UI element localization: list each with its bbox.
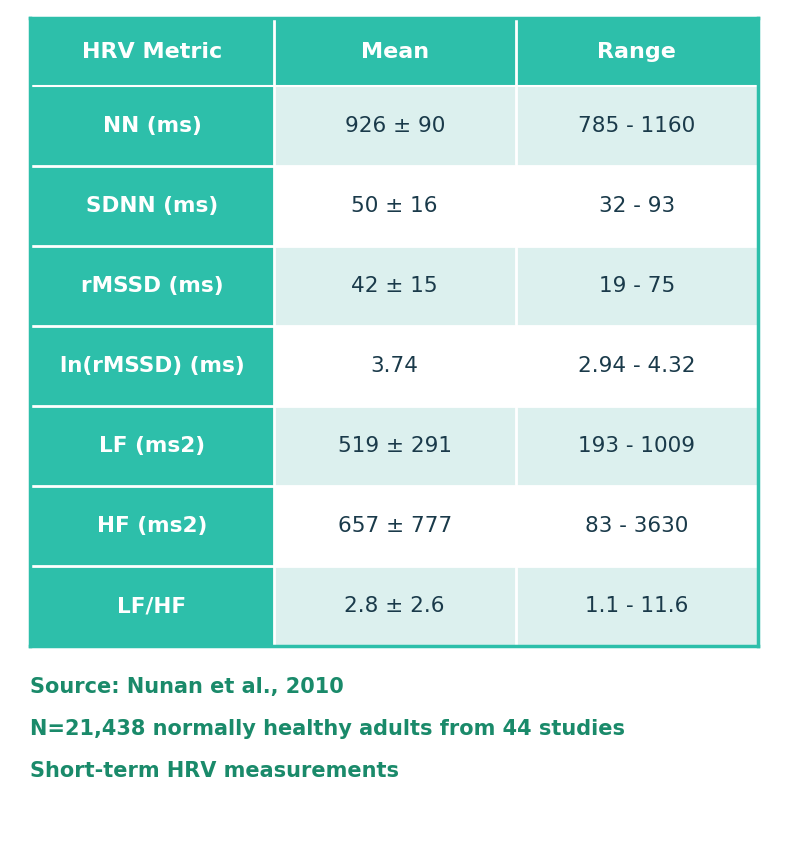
Bar [516, 18, 758, 86]
Text: Source: Nunan et al., 2010: Source: Nunan et al., 2010 [30, 677, 343, 697]
Bar [274, 166, 516, 246]
Text: 83 - 3630: 83 - 3630 [585, 516, 688, 536]
Text: Short-term HRV measurements: Short-term HRV measurements [30, 761, 399, 781]
Text: 785 - 1160: 785 - 1160 [579, 116, 696, 136]
Bar [30, 18, 274, 86]
Bar [274, 18, 516, 86]
Bar [516, 86, 758, 166]
Bar [274, 566, 516, 646]
Text: 657 ± 777: 657 ± 777 [338, 516, 452, 536]
Text: Mean: Mean [360, 42, 429, 62]
Text: ln(rMSSD) (ms): ln(rMSSD) (ms) [60, 356, 244, 376]
Text: 193 - 1009: 193 - 1009 [579, 436, 696, 456]
Text: NN (ms): NN (ms) [103, 116, 201, 136]
Text: LF/HF: LF/HF [117, 596, 187, 616]
Bar [30, 86, 274, 166]
Bar [516, 246, 758, 326]
Bar [274, 406, 516, 486]
Bar [274, 486, 516, 566]
Text: 926 ± 90: 926 ± 90 [344, 116, 445, 136]
Text: HF (ms2): HF (ms2) [97, 516, 207, 536]
Bar [516, 566, 758, 646]
Text: 50 ± 16: 50 ± 16 [351, 196, 438, 216]
Bar [516, 406, 758, 486]
Text: 2.8 ± 2.6: 2.8 ± 2.6 [344, 596, 445, 616]
Text: Range: Range [597, 42, 676, 62]
Text: LF (ms2): LF (ms2) [99, 436, 205, 456]
Bar [274, 246, 516, 326]
Bar [30, 326, 274, 406]
Text: HRV Metric: HRV Metric [82, 42, 222, 62]
Bar [516, 486, 758, 566]
Bar [274, 86, 516, 166]
Text: 32 - 93: 32 - 93 [599, 196, 675, 216]
Bar [30, 566, 274, 646]
Bar [516, 326, 758, 406]
Bar [30, 406, 274, 486]
Text: N=21,438 normally healthy adults from 44 studies: N=21,438 normally healthy adults from 44… [30, 719, 625, 740]
Text: 3.74: 3.74 [371, 356, 419, 376]
Bar [516, 166, 758, 246]
Text: SDNN (ms): SDNN (ms) [86, 196, 218, 216]
Bar [274, 326, 516, 406]
Text: rMSSD (ms): rMSSD (ms) [81, 276, 223, 296]
Text: 1.1 - 11.6: 1.1 - 11.6 [585, 596, 688, 616]
Text: 519 ± 291: 519 ± 291 [338, 436, 452, 456]
Text: 19 - 75: 19 - 75 [599, 276, 675, 296]
Bar [30, 246, 274, 326]
Text: 2.94 - 4.32: 2.94 - 4.32 [578, 356, 696, 376]
Bar [30, 486, 274, 566]
Text: 42 ± 15: 42 ± 15 [351, 276, 438, 296]
Bar [30, 166, 274, 246]
